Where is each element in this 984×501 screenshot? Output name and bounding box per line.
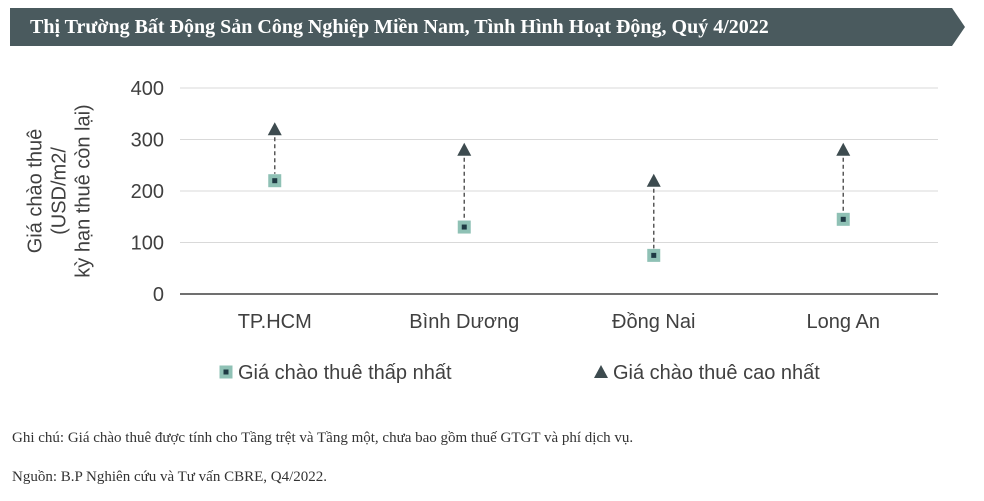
min-price-marker-center	[651, 252, 657, 258]
x-category-label: Bình Dương	[409, 311, 519, 333]
legend-label: Giá chào thuê cao nhất	[613, 362, 820, 384]
chart-source: Nguồn: B.P Nghiên cứu và Tư vấn CBRE, Q4…	[12, 469, 327, 485]
min-price-marker-center	[272, 178, 278, 184]
chart-note: Ghi chú: Giá chào thuê được tính cho Tần…	[12, 430, 634, 446]
y-tick-label: 400	[131, 78, 164, 100]
min-price-marker-center	[461, 224, 467, 230]
min-price-marker-center	[840, 216, 846, 222]
legend-label: Giá chào thuê thấp nhất	[238, 362, 452, 384]
range-chart: 0 100 200 300 400 Giá chào thuê (USD/m2/kỳ hạn…	[24, 78, 938, 384]
y-tick-label: 200	[131, 181, 164, 203]
y-tick-label: 0	[153, 284, 164, 306]
y-tick-label: 100	[131, 233, 164, 255]
banner-arrow-shape	[10, 8, 965, 46]
y-tick-label: 300	[131, 130, 164, 152]
legend-triangle-marker	[594, 365, 608, 378]
max-price-marker	[836, 142, 851, 156]
y-axis-label-line: Giá chào thuê	[24, 129, 46, 254]
y-axis-label-line: kỳ hạn thuê còn lại)	[72, 104, 94, 277]
legend-square-marker-center	[223, 369, 229, 375]
max-price-marker	[457, 142, 472, 156]
max-price-marker	[267, 122, 282, 136]
x-category-label: TP.HCM	[238, 311, 312, 333]
x-category-label: Đồng Nai	[612, 311, 695, 333]
title-banner: Thị Trường Bất Động Sản Công Nghiệp Miền…	[10, 8, 965, 46]
y-axis-label-line: (USD/m2/	[48, 147, 70, 235]
page-title: Thị Trường Bất Động Sản Công Nghiệp Miền…	[30, 16, 769, 38]
max-price-marker	[646, 173, 661, 187]
x-category-label: Long An	[807, 311, 880, 333]
